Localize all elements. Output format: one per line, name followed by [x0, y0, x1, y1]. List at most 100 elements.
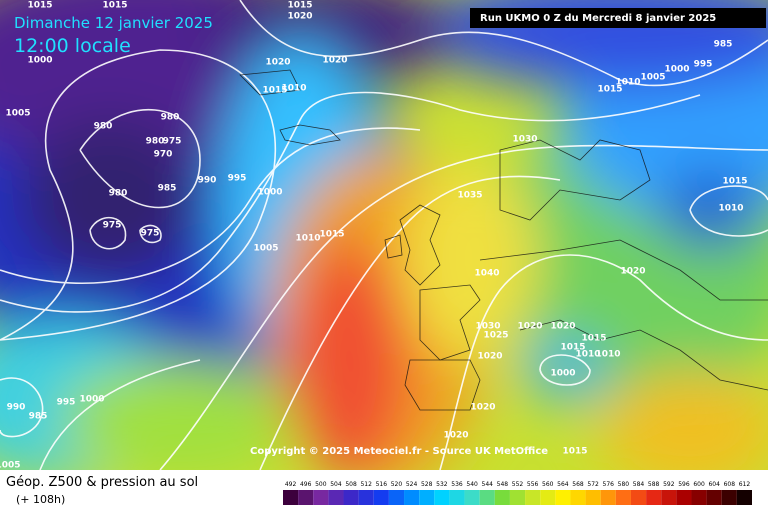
- legend-tick-label: 564: [557, 481, 569, 488]
- legend-tick-label: 600: [693, 481, 705, 488]
- isobar-label: 1025: [483, 331, 508, 341]
- isobar-label: 1015: [102, 1, 127, 11]
- legend-tick-label: 572: [587, 481, 599, 488]
- legend-tick-label: 508: [345, 481, 357, 488]
- isobar-label: 980: [161, 113, 180, 123]
- legend-swatch: [525, 490, 541, 505]
- legend-tick-label: 532: [436, 481, 448, 488]
- isobar-label: 1015: [560, 343, 585, 353]
- legend: 492 496 500 504 508 512 516 520 524 528 532 536 540 5…: [283, 481, 752, 505]
- isobar-label: 1015: [287, 1, 312, 11]
- isobar-label: 995: [57, 398, 76, 408]
- isobar-label: 985: [714, 40, 733, 50]
- legend-tick-label: 520: [391, 481, 403, 488]
- isobar-label: 1020: [550, 322, 575, 332]
- legend-swatch: [464, 490, 480, 505]
- legend-swatch: [691, 490, 707, 505]
- legend-swatch: [313, 490, 329, 505]
- legend-tick-label: 608: [724, 481, 736, 488]
- legend-swatch: [630, 490, 647, 505]
- legend-tick-label: 592: [663, 481, 675, 488]
- legend-swatch: [449, 490, 465, 505]
- isobar-label: 1020: [265, 58, 290, 68]
- legend-tick-label: 588: [648, 481, 660, 488]
- legend-swatch: [646, 490, 662, 505]
- legend-swatch: [585, 490, 601, 505]
- isobar-label: 995: [228, 174, 247, 184]
- run-label: Run UKMO 0 Z du Mercredi 8 janvier 2025: [480, 13, 716, 24]
- isobar-label: 975: [103, 221, 122, 231]
- legend-tick-label: 512: [360, 481, 372, 488]
- legend-swatch: [283, 490, 299, 505]
- isobar-label: 1010: [595, 350, 620, 360]
- legend-swatch: [509, 490, 526, 505]
- isobar-label: 980: [94, 122, 113, 132]
- legend-swatch: [328, 490, 344, 505]
- isobar-label: 1020: [477, 352, 502, 362]
- legend-swatch: [388, 490, 405, 505]
- isobar-label: 1030: [475, 322, 500, 332]
- legend-tick-label: 528: [421, 481, 433, 488]
- legend-swatch: [343, 490, 359, 505]
- legend-swatch: [358, 490, 374, 505]
- field: [0, 0, 768, 470]
- legend-swatch: [721, 490, 737, 505]
- legend-tick-label: 536: [451, 481, 463, 488]
- legend-swatch: [479, 490, 495, 505]
- legend-tick-label: 540: [466, 481, 478, 488]
- legend-tick-label: 580: [618, 481, 630, 488]
- legend-swatch: [373, 490, 389, 505]
- isobar-label: 970: [154, 150, 173, 160]
- legend-swatch: [298, 490, 314, 505]
- legend-tick-label: 524: [406, 481, 418, 488]
- legend-tick-label: 596: [678, 481, 690, 488]
- isobar-label: 980: [109, 189, 128, 199]
- legend-swatch: [676, 490, 692, 505]
- isobar-label: 990: [7, 403, 26, 413]
- isobar-label: 1020: [322, 56, 347, 66]
- isobar-label: 1015: [562, 447, 587, 457]
- copyright: Copyright © 2025 Meteociel.fr - Source U…: [250, 446, 548, 457]
- isobar-label: 980: [146, 137, 165, 147]
- legend-tick-label: 496: [300, 481, 312, 488]
- isobar-label: 985: [158, 184, 177, 194]
- time-label: 12:00 locale: [14, 35, 131, 57]
- isobar-label: 1005: [0, 461, 21, 471]
- isobar-label: 1020: [517, 322, 542, 332]
- isobar-label: 990: [198, 176, 217, 186]
- isobar-label: 1040: [474, 269, 499, 279]
- isobar-label: 1005: [5, 109, 30, 119]
- legend-swatch: [706, 490, 722, 505]
- legend-swatch: [404, 490, 420, 505]
- legend-tick-label: 560: [542, 481, 554, 488]
- isobar-label: 1035: [457, 191, 482, 201]
- legend-swatch: [615, 490, 631, 505]
- isobar-label: 1020: [443, 431, 468, 441]
- legend-swatch: [555, 490, 571, 505]
- legend-swatch: [570, 490, 586, 505]
- isobar-label: 1000: [257, 188, 282, 198]
- isobar-label: 1010: [615, 78, 640, 88]
- footer-lead: (+ 108h): [16, 493, 65, 506]
- legend-swatch: [736, 490, 752, 505]
- legend-swatch: [540, 490, 556, 505]
- legend-tick-label: 568: [572, 481, 584, 488]
- legend-tick-label: 552: [512, 481, 524, 488]
- legend-tick-label: 504: [330, 481, 342, 488]
- legend-tick-label: 612: [739, 481, 751, 488]
- legend-tick-label: 516: [376, 481, 388, 488]
- legend-tick-label: 544: [482, 481, 494, 488]
- isobar-label: 1000: [79, 395, 104, 405]
- legend-tick-label: 576: [603, 481, 615, 488]
- isobar-label: 1000: [27, 56, 52, 66]
- legend-tick-label: 556: [527, 481, 539, 488]
- isobar-label: 1010: [575, 350, 600, 360]
- isobar-label: 1015: [581, 334, 606, 344]
- date-label: Dimanche 12 janvier 2025: [14, 14, 213, 32]
- isobar-label: 1010: [295, 234, 320, 244]
- isobar-label: 1020: [470, 403, 495, 413]
- legend-swatch: [419, 490, 435, 505]
